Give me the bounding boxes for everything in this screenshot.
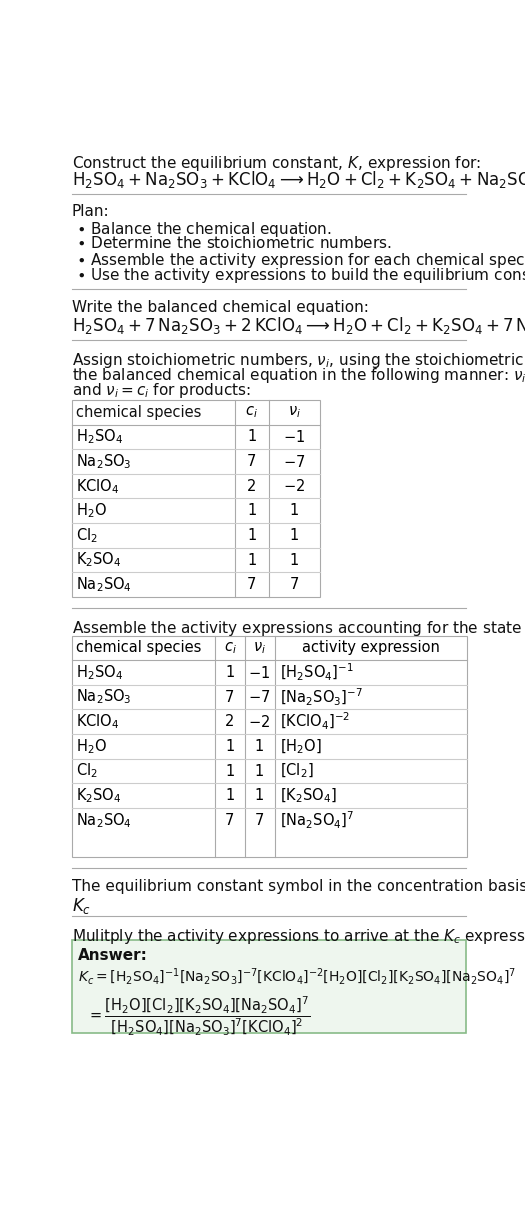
Text: $\nu_i$: $\nu_i$ <box>253 640 266 656</box>
Text: $[\mathrm{Na_2SO_4}]^{7}$: $[\mathrm{Na_2SO_4}]^{7}$ <box>279 809 354 831</box>
Text: Assign stoichiometric numbers, $\nu_i$, using the stoichiometric coefficients, $: Assign stoichiometric numbers, $\nu_i$, … <box>72 351 525 370</box>
Bar <box>72 636 467 857</box>
Text: $\mathrm{H_2SO_4}$: $\mathrm{H_2SO_4}$ <box>77 663 123 682</box>
Text: $\mathrm{Na_2SO_3}$: $\mathrm{Na_2SO_3}$ <box>77 688 132 706</box>
Text: $\mathrm{K_2SO_4}$: $\mathrm{K_2SO_4}$ <box>77 786 122 806</box>
Text: activity expression: activity expression <box>302 640 440 656</box>
Text: $-1$: $-1$ <box>283 429 306 445</box>
Text: Answer:: Answer: <box>78 948 148 963</box>
Text: 1: 1 <box>247 528 256 543</box>
Text: Plan:: Plan: <box>72 204 109 220</box>
Text: and $\nu_i = c_i$ for products:: and $\nu_i = c_i$ for products: <box>72 382 251 400</box>
Text: $-1$: $-1$ <box>248 664 270 680</box>
Bar <box>72 941 466 1033</box>
Text: Construct the equilibrium constant, $K$, expression for:: Construct the equilibrium constant, $K$,… <box>72 154 481 172</box>
Text: $= \dfrac{[\mathrm{H_2O}][\mathrm{Cl_2}][\mathrm{K_2SO_4}][\mathrm{Na_2SO_4}]^{7: $= \dfrac{[\mathrm{H_2O}][\mathrm{Cl_2}]… <box>87 995 311 1038</box>
Text: $\mathrm{H_2SO_4 + Na_2SO_3 + KClO_4 \longrightarrow H_2O + Cl_2 + K_2SO_4 + Na_: $\mathrm{H_2SO_4 + Na_2SO_3 + KClO_4 \lo… <box>72 169 525 190</box>
Text: 1: 1 <box>247 553 256 567</box>
Text: 1: 1 <box>290 503 299 518</box>
Text: $\mathrm{KClO_4}$: $\mathrm{KClO_4}$ <box>77 712 120 731</box>
Text: $\mathrm{Na_2SO_4}$: $\mathrm{Na_2SO_4}$ <box>77 576 132 594</box>
Text: 7: 7 <box>247 577 256 592</box>
Text: $\bullet$ Balance the chemical equation.: $\bullet$ Balance the chemical equation. <box>77 220 332 238</box>
Text: Write the balanced chemical equation:: Write the balanced chemical equation: <box>72 300 369 314</box>
Text: $\mathrm{Na_2SO_4}$: $\mathrm{Na_2SO_4}$ <box>77 810 132 830</box>
Text: 2: 2 <box>247 479 256 494</box>
Text: $\bullet$ Use the activity expressions to build the equilibrium constant express: $\bullet$ Use the activity expressions t… <box>77 266 525 285</box>
Text: 7: 7 <box>290 577 299 592</box>
Text: 1: 1 <box>290 528 299 543</box>
Text: $\nu_i$: $\nu_i$ <box>288 404 301 420</box>
Text: $-2$: $-2$ <box>248 713 270 729</box>
Text: $[\mathrm{H_2O}]$: $[\mathrm{H_2O}]$ <box>279 737 321 755</box>
Text: $\mathrm{Cl_2}$: $\mathrm{Cl_2}$ <box>77 526 98 545</box>
Text: $\bullet$ Determine the stoichiometric numbers.: $\bullet$ Determine the stoichiometric n… <box>77 235 392 252</box>
Text: Assemble the activity expressions accounting for the state of matter and $\nu_i$: Assemble the activity expressions accoun… <box>72 619 525 637</box>
Text: $\mathrm{H_2O}$: $\mathrm{H_2O}$ <box>77 737 107 755</box>
Text: 7: 7 <box>247 454 256 469</box>
Text: $c_i$: $c_i$ <box>245 404 258 420</box>
Text: $-2$: $-2$ <box>283 478 306 494</box>
Text: $\mathrm{Na_2SO_3}$: $\mathrm{Na_2SO_3}$ <box>77 452 132 470</box>
Text: $\bullet$ Assemble the activity expression for each chemical species.: $\bullet$ Assemble the activity expressi… <box>77 251 525 269</box>
Text: 1: 1 <box>255 739 264 754</box>
Text: $-7$: $-7$ <box>283 453 306 469</box>
Text: 1: 1 <box>225 764 235 779</box>
Text: Mulitply the activity expressions to arrive at the $K_c$ expression:: Mulitply the activity expressions to arr… <box>72 927 525 946</box>
Bar <box>72 400 320 597</box>
Text: 1: 1 <box>247 503 256 518</box>
Text: $\mathrm{H_2SO_4 + 7\,Na_2SO_3 + 2\,KClO_4 \longrightarrow H_2O + Cl_2 + K_2SO_4: $\mathrm{H_2SO_4 + 7\,Na_2SO_3 + 2\,KClO… <box>72 316 525 336</box>
Text: chemical species: chemical species <box>77 640 202 656</box>
Text: $\mathrm{KClO_4}$: $\mathrm{KClO_4}$ <box>77 476 120 496</box>
Text: 7: 7 <box>225 690 235 705</box>
Text: $c_i$: $c_i$ <box>224 640 236 656</box>
Text: $\mathrm{Cl_2}$: $\mathrm{Cl_2}$ <box>77 761 98 781</box>
Text: $\mathrm{H_2SO_4}$: $\mathrm{H_2SO_4}$ <box>77 427 123 446</box>
Text: the balanced chemical equation in the following manner: $\nu_i = -c_i$ for react: the balanced chemical equation in the fo… <box>72 366 525 386</box>
Text: 2: 2 <box>225 715 235 729</box>
Text: 1: 1 <box>225 739 235 754</box>
Text: 1: 1 <box>255 788 264 803</box>
Text: $-7$: $-7$ <box>248 689 270 705</box>
Text: $[\mathrm{Na_2SO_3}]^{-7}$: $[\mathrm{Na_2SO_3}]^{-7}$ <box>279 686 362 707</box>
Text: $[\mathrm{KClO_4}]^{-2}$: $[\mathrm{KClO_4}]^{-2}$ <box>279 711 350 732</box>
Text: $[\mathrm{Cl_2}]$: $[\mathrm{Cl_2}]$ <box>279 761 313 780</box>
Text: $\mathrm{K_2SO_4}$: $\mathrm{K_2SO_4}$ <box>77 550 122 570</box>
Text: $K_c = [\mathrm{H_2SO_4}]^{-1}[\mathrm{Na_2SO_3}]^{-7}[\mathrm{KClO_4}]^{-2}[\ma: $K_c = [\mathrm{H_2SO_4}]^{-1}[\mathrm{N… <box>78 966 517 987</box>
Text: 1: 1 <box>225 788 235 803</box>
Text: 1: 1 <box>255 764 264 779</box>
Text: 1: 1 <box>225 666 235 680</box>
Text: 7: 7 <box>225 813 235 828</box>
Text: 7: 7 <box>255 813 264 828</box>
Text: The equilibrium constant symbol in the concentration basis is:: The equilibrium constant symbol in the c… <box>72 879 525 894</box>
Text: 1: 1 <box>247 430 256 445</box>
Text: $K_c$: $K_c$ <box>72 895 91 916</box>
Text: chemical species: chemical species <box>77 405 202 420</box>
Text: $\mathrm{H_2O}$: $\mathrm{H_2O}$ <box>77 501 107 521</box>
Text: 1: 1 <box>290 553 299 567</box>
Text: $[\mathrm{H_2SO_4}]^{-1}$: $[\mathrm{H_2SO_4}]^{-1}$ <box>279 662 353 683</box>
Text: $[\mathrm{K_2SO_4}]$: $[\mathrm{K_2SO_4}]$ <box>279 786 337 804</box>
